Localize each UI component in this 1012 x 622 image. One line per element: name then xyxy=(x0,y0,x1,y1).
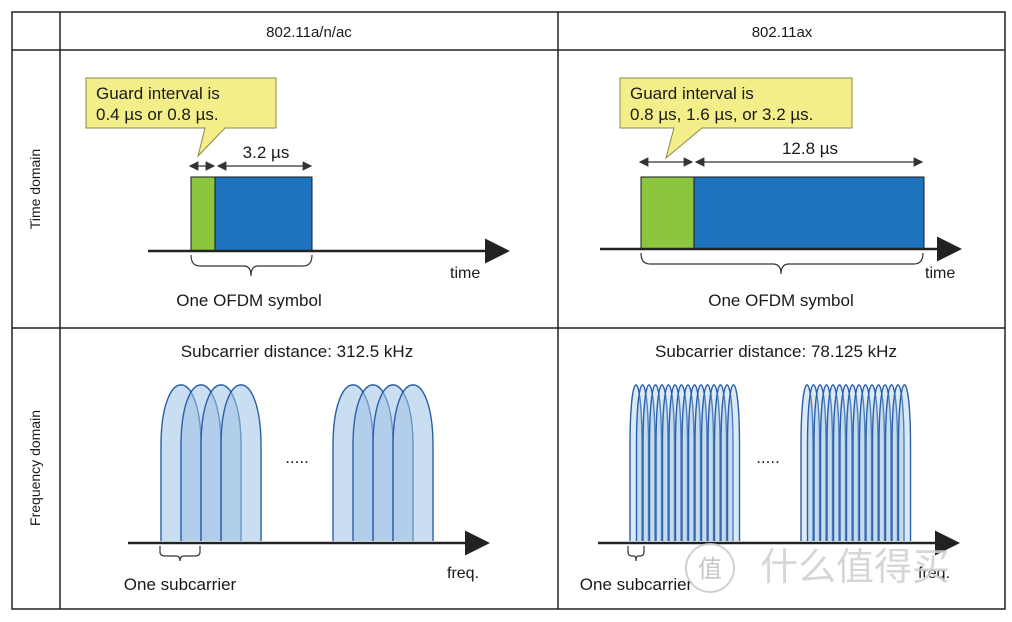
guard-interval-block xyxy=(190,176,216,252)
subcarrier-lobe xyxy=(220,384,262,541)
subcarrier-brace xyxy=(159,546,201,562)
frequency-axis-label: freq. xyxy=(918,565,950,582)
frequency-domain-legacy: Subcarrier distance: 312.5 kHz ..... fre… xyxy=(124,342,490,594)
time-domain-legacy: Guard interval is 0.4 µs or 0.8 µs. 3.2 … xyxy=(85,77,510,310)
ofdm-symbol-brace xyxy=(640,252,924,275)
ofdm-symbol-label: One OFDM symbol xyxy=(176,291,321,310)
subcarrier-label: One subcarrier xyxy=(124,575,237,594)
subcarrier-group-left xyxy=(160,384,262,541)
watermark-logo-glyph: 值 xyxy=(698,555,722,583)
guard-interval-callout: Guard interval is 0.4 µs or 0.8 µs. xyxy=(85,77,277,158)
subcarrier-label: One subcarrier xyxy=(580,575,693,594)
subcarrier-brace xyxy=(627,546,645,562)
frequency-axis-label: freq. xyxy=(447,565,479,582)
symbol-duration-label: 12.8 µs xyxy=(782,139,838,158)
continuation-dots: ..... xyxy=(756,448,780,467)
ofdm-symbol-block xyxy=(693,176,925,250)
guard-interval-block xyxy=(640,176,695,250)
subcarrier-group-right xyxy=(332,384,434,541)
watermark-logo xyxy=(685,543,735,593)
subcarrier-distance-title: Subcarrier distance: 78.125 kHz xyxy=(655,342,897,361)
subcarrier-group-right xyxy=(800,384,912,541)
subcarrier-group-left xyxy=(629,384,741,541)
callout-line-1: Guard interval is xyxy=(96,84,220,103)
subcarrier-lobe xyxy=(392,384,434,541)
callout-line-2: 0.4 µs or 0.8 µs. xyxy=(96,105,219,124)
ofdm-symbol-label: One OFDM symbol xyxy=(708,291,853,310)
time-axis-label: time xyxy=(450,265,480,282)
guard-interval-callout: Guard interval is 0.8 µs, 1.6 µs, or 3.2… xyxy=(619,77,853,160)
callout-line-2: 0.8 µs, 1.6 µs, or 3.2 µs. xyxy=(630,105,813,124)
time-axis-label: time xyxy=(925,265,955,282)
watermark: 值 什么值得买 xyxy=(685,543,950,593)
subcarrier-distance-title: Subcarrier distance: 312.5 kHz xyxy=(181,342,413,361)
ofdm-symbol-block xyxy=(214,176,313,252)
column-header-legacy: 802.11a/n/ac xyxy=(266,24,352,41)
watermark-text: 什么值得买 xyxy=(760,545,950,589)
frequency-domain-ax: Subcarrier distance: 78.125 kHz ..... fr… xyxy=(580,342,960,594)
subcarrier-lobe xyxy=(726,384,741,541)
ofdm-symbol-brace xyxy=(190,254,313,277)
continuation-dots: ..... xyxy=(285,448,309,467)
row-header-frequency-domain: Frequency domain xyxy=(27,410,43,526)
column-header-ax: 802.11ax xyxy=(752,24,813,41)
symbol-duration-label: 3.2 µs xyxy=(243,143,290,162)
callout-line-1: Guard interval is xyxy=(630,84,754,103)
table-grid xyxy=(11,11,1006,610)
subcarrier-lobe xyxy=(897,384,912,541)
row-header-time-domain: Time domain xyxy=(27,149,43,229)
time-domain-ax: Guard interval is 0.8 µs, 1.6 µs, or 3.2… xyxy=(600,77,962,310)
